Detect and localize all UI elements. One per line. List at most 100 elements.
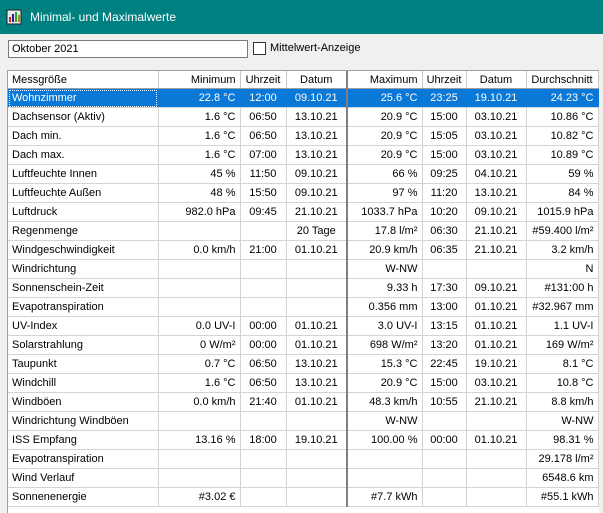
cell-max-date bbox=[466, 449, 527, 469]
header-row: Messgröße Minimum Uhrzeit Datum Maximum Uhrze… bbox=[8, 71, 599, 89]
cell-maximum: 20.9 km/h bbox=[347, 240, 423, 260]
column-header-maximum[interactable]: Maximum bbox=[347, 71, 423, 89]
table-row[interactable]: UV-Index 0.0 UV-I 00:00 01.10.21 3.0 UV-I 13:… bbox=[8, 316, 599, 336]
cell-maximum: 3.0 UV-I bbox=[347, 316, 423, 336]
table-row[interactable]: ISS Empfang 13.16 % 18:00 19.10.21 100.00 % 0… bbox=[8, 430, 599, 450]
cell-measurement: Wind Verlauf bbox=[8, 468, 159, 488]
table-row[interactable]: Regenmenge 20 Tage 17.8 l/m² 06:30 21.10.21 #… bbox=[8, 221, 599, 241]
cell-average: #59.400 l/m² bbox=[526, 221, 599, 241]
cell-min-date: 21.10.21 bbox=[286, 202, 348, 222]
cell-maximum: 698 W/m² bbox=[347, 335, 423, 355]
cell-max-time bbox=[422, 468, 467, 488]
cell-minimum bbox=[158, 221, 241, 241]
cell-max-date bbox=[466, 411, 527, 431]
table-row[interactable]: Windchill 1.6 °C 06:50 13.10.21 20.9 °C 15:00… bbox=[8, 373, 599, 393]
cell-min-date: 13.10.21 bbox=[286, 354, 348, 374]
table-row[interactable]: Solarstrahlung 0 W/m² 00:00 01.10.21 698 W/m… bbox=[8, 335, 599, 355]
cell-min-date: 09.10.21 bbox=[286, 183, 348, 203]
table-row[interactable]: Luftfeuchte Außen 48 % 15:50 09.10.21 97 % 11… bbox=[8, 183, 599, 203]
table-row[interactable]: Windböen 0.0 km/h 21:40 01.10.21 48.3 km/h 10… bbox=[8, 392, 599, 412]
cell-measurement: Windrichtung Windböen bbox=[8, 411, 159, 431]
column-header-max-time[interactable]: Uhrzeit bbox=[422, 71, 467, 89]
cell-maximum: 25.6 °C bbox=[347, 88, 423, 108]
cell-measurement: Luftdruck bbox=[8, 202, 159, 222]
table-row[interactable]: Dach max. 1.6 °C 07:00 13.10.21 20.9 °C 15:00… bbox=[8, 145, 599, 165]
column-header-average[interactable]: Durchschnitt bbox=[526, 71, 599, 89]
cell-minimum: 0.0 km/h bbox=[158, 392, 241, 412]
cell-min-date: 01.10.21 bbox=[286, 335, 348, 355]
cell-maximum: W-NW bbox=[347, 411, 423, 431]
cell-average: 169 W/m² bbox=[526, 335, 599, 355]
cell-min-time: 06:50 bbox=[240, 373, 287, 393]
cell-average: N bbox=[526, 259, 599, 279]
cell-max-date: 01.10.21 bbox=[466, 316, 527, 336]
table-row[interactable]: Windgeschwindigkeit 0.0 km/h 21:00 01.10.21… bbox=[8, 240, 599, 260]
cell-max-date bbox=[466, 487, 527, 507]
table-row[interactable]: Wohnzimmer 22.8 °C 12:00 09.10.21 25.6 °C 23:… bbox=[8, 88, 599, 108]
cell-max-time bbox=[422, 487, 467, 507]
month-input[interactable] bbox=[8, 40, 248, 58]
table-body: Wohnzimmer 22.8 °C 12:00 09.10.21 25.6 °C 23:… bbox=[8, 88, 599, 507]
cell-min-date bbox=[286, 449, 348, 469]
cell-max-time: 22:45 bbox=[422, 354, 467, 374]
cell-minimum bbox=[158, 278, 241, 298]
table-row[interactable]: Windrichtung Windböen W-NW W-NW bbox=[8, 411, 599, 431]
column-header-max-date[interactable]: Datum bbox=[466, 71, 527, 89]
cell-average: W-NW bbox=[526, 411, 599, 431]
cell-max-time bbox=[422, 259, 467, 279]
cell-min-date: 13.10.21 bbox=[286, 373, 348, 393]
cell-measurement: Evapotranspiration bbox=[8, 297, 159, 317]
cell-maximum bbox=[347, 468, 423, 488]
cell-min-date: 09.10.21 bbox=[286, 88, 348, 108]
cell-measurement: Dach min. bbox=[8, 126, 159, 146]
table-row[interactable]: Luftdruck 982.0 hPa 09:45 21.10.21 1033.7 hP… bbox=[8, 202, 599, 222]
cell-measurement: Sonnenenergie bbox=[8, 487, 159, 507]
cell-min-time: 00:00 bbox=[240, 316, 287, 336]
cell-max-date: 19.10.21 bbox=[466, 88, 527, 108]
table-row[interactable]: Taupunkt 0.7 °C 06:50 13.10.21 15.3 °C 22:45 1… bbox=[8, 354, 599, 374]
table-row[interactable]: Sonnenschein-Zeit 9.33 h 17:30 09.10.21 #131… bbox=[8, 278, 599, 298]
column-header-min-time[interactable]: Uhrzeit bbox=[240, 71, 287, 89]
cell-min-date: 13.10.21 bbox=[286, 126, 348, 146]
cell-min-time bbox=[240, 449, 287, 469]
table-row[interactable]: Wind Verlauf 6548.6 km bbox=[8, 468, 599, 488]
cell-measurement: ISS Empfang bbox=[8, 430, 159, 450]
cell-minimum bbox=[158, 297, 241, 317]
cell-min-time bbox=[240, 259, 287, 279]
table-row[interactable]: Evapotranspiration 29.178 l/m² bbox=[8, 449, 599, 469]
cell-min-time: 12:00 bbox=[240, 88, 287, 108]
cell-average: #131:00 h bbox=[526, 278, 599, 298]
values-grid[interactable]: Messgröße Minimum Uhrzeit Datum Maximum Uhrze… bbox=[7, 70, 599, 513]
cell-maximum: 20.9 °C bbox=[347, 107, 423, 127]
cell-minimum: 982.0 hPa bbox=[158, 202, 241, 222]
cell-min-date: 01.10.21 bbox=[286, 392, 348, 412]
cell-maximum: 9.33 h bbox=[347, 278, 423, 298]
cell-min-time: 00:00 bbox=[240, 335, 287, 355]
cell-average: 24.23 °C bbox=[526, 88, 599, 108]
column-header-minimum[interactable]: Minimum bbox=[158, 71, 241, 89]
cell-min-date: 13.10.21 bbox=[286, 107, 348, 127]
table-row[interactable]: Dachsensor (Aktiv) 1.6 °C 06:50 13.10.21 20.… bbox=[8, 107, 599, 127]
cell-max-time: 00:00 bbox=[422, 430, 467, 450]
cell-min-date: 19.10.21 bbox=[286, 430, 348, 450]
column-header-measurement[interactable]: Messgröße bbox=[8, 71, 159, 89]
cell-max-date: 01.10.21 bbox=[466, 430, 527, 450]
table-row[interactable]: Sonnenenergie #3.02 € #7.7 kWh #55.1 kWh bbox=[8, 487, 599, 507]
cell-average: 10.8 °C bbox=[526, 373, 599, 393]
cell-max-date: 03.10.21 bbox=[466, 126, 527, 146]
table-row[interactable]: Luftfeuchte Innen 45 % 11:50 09.10.21 66 % 09… bbox=[8, 164, 599, 184]
table-row[interactable]: Dach min. 1.6 °C 06:50 13.10.21 20.9 °C 15:05… bbox=[8, 126, 599, 146]
cell-min-date bbox=[286, 278, 348, 298]
column-header-min-date[interactable]: Datum bbox=[286, 71, 348, 89]
cell-minimum: #3.02 € bbox=[158, 487, 241, 507]
cell-min-time: 09:45 bbox=[240, 202, 287, 222]
cell-minimum: 22.8 °C bbox=[158, 88, 241, 108]
cell-max-time: 06:35 bbox=[422, 240, 467, 260]
cell-max-date: 21.10.21 bbox=[466, 221, 527, 241]
table-row[interactable]: Windrichtung W-NW N bbox=[8, 259, 599, 279]
table-row[interactable]: Evapotranspiration 0.356 mm 13:00 01.10.21 #… bbox=[8, 297, 599, 317]
cell-measurement: Dach max. bbox=[8, 145, 159, 165]
average-checkbox[interactable] bbox=[253, 42, 266, 55]
cell-max-time: 23:25 bbox=[422, 88, 467, 108]
cell-minimum: 13.16 % bbox=[158, 430, 241, 450]
